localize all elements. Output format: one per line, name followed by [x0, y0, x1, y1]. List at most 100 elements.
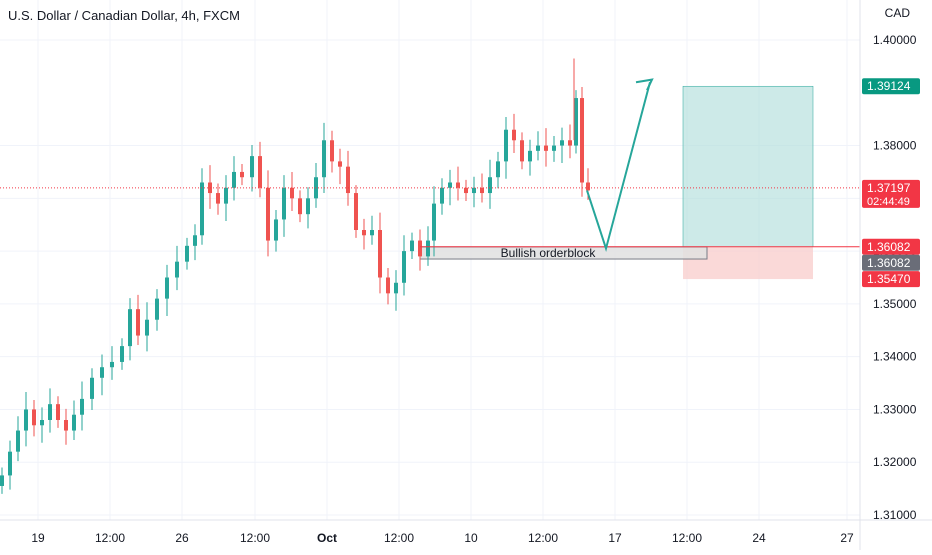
candle	[208, 165, 212, 209]
candle	[512, 113, 516, 153]
current-price-tag-bg	[862, 179, 920, 208]
countdown-text: 02:44:49	[867, 196, 910, 208]
candle-body	[240, 171, 244, 178]
candle-body	[185, 245, 189, 262]
orderblock-price-tag[interactable]: 1.36082	[862, 254, 920, 271]
candle-body	[165, 277, 169, 299]
candle-body	[480, 187, 484, 194]
candle	[0, 467, 4, 494]
candle	[574, 90, 578, 154]
candle	[488, 159, 492, 209]
x-tick-label: 12:00	[528, 531, 558, 545]
candle	[100, 354, 104, 396]
candle	[56, 396, 60, 428]
projection-path	[586, 81, 651, 252]
candle-body	[440, 187, 444, 204]
candle-body	[330, 140, 334, 162]
candle	[456, 166, 460, 201]
stop-price-tag[interactable]: 1.35470	[862, 271, 920, 288]
candle-body	[155, 298, 159, 320]
x-tick-label: 26	[175, 531, 189, 545]
candle-body	[504, 129, 508, 162]
candle-body	[488, 177, 492, 194]
y-tick-label: 1.35000	[873, 297, 917, 311]
candle	[120, 338, 124, 370]
candle-body	[80, 398, 84, 415]
candle-body	[410, 240, 414, 252]
x-tick-label: 12:00	[672, 531, 702, 545]
candle-body	[552, 145, 556, 151]
candle-body	[274, 219, 278, 241]
candle-body	[224, 187, 228, 204]
candle-body	[216, 193, 220, 204]
candle	[402, 235, 406, 296]
candle	[536, 131, 540, 161]
x-tick-label: Oct	[317, 531, 337, 545]
candle-body	[346, 166, 350, 194]
candle	[386, 268, 390, 305]
candle	[394, 270, 398, 311]
candle-body	[448, 182, 452, 188]
candle-body	[16, 430, 20, 452]
candle-body	[418, 240, 422, 257]
candle	[165, 264, 169, 317]
stop-price-tag-bg	[862, 271, 920, 288]
candle-body	[290, 187, 294, 199]
candle-body	[298, 198, 302, 215]
candle	[362, 218, 366, 250]
x-tick-label: 12:00	[384, 531, 414, 545]
position-zones: Bullish orderblock	[419, 85, 814, 280]
candle	[240, 164, 244, 186]
candle	[544, 128, 548, 167]
x-tick-label: 10	[464, 531, 478, 545]
candle-body	[250, 156, 254, 178]
candle	[32, 399, 36, 437]
candle	[306, 187, 310, 229]
candle	[418, 229, 422, 271]
candle	[282, 175, 286, 237]
candle	[8, 440, 12, 490]
candle-body	[394, 282, 398, 294]
candle-body	[72, 414, 76, 431]
currency-label: CAD	[884, 6, 910, 20]
candle	[504, 117, 508, 179]
candle	[216, 183, 220, 215]
y-tick-label: 1.33000	[873, 402, 917, 416]
candle	[175, 245, 179, 291]
candle	[560, 127, 564, 163]
y-tick-label: 1.34000	[873, 350, 917, 364]
candle	[16, 416, 20, 462]
entry-price-tag[interactable]: 1.36082	[862, 238, 920, 255]
candle	[145, 302, 149, 352]
candle-body	[128, 309, 132, 347]
target-price-tag[interactable]: 1.39124	[862, 78, 920, 95]
candle-body	[232, 171, 236, 188]
candle-body	[175, 261, 179, 278]
candle-body	[8, 451, 12, 476]
candle-body	[402, 251, 406, 283]
candle	[580, 86, 584, 197]
candle-body	[24, 409, 28, 431]
candle-body	[64, 420, 68, 431]
current-price-text: 1.37197	[867, 181, 911, 195]
candle-body	[338, 161, 342, 167]
candle-body	[120, 346, 124, 362]
candle	[528, 139, 532, 176]
candle-body	[354, 193, 358, 230]
x-tick-label: 12:00	[95, 531, 125, 545]
candle-body	[536, 145, 540, 151]
price-axis[interactable]: 1.400001.380001.370001.360001.350001.340…	[859, 0, 920, 550]
candle-body	[496, 161, 500, 178]
target-zone	[682, 85, 814, 248]
candle-body	[528, 150, 532, 162]
candle-body	[306, 198, 310, 215]
candle-body	[90, 377, 94, 399]
candle	[472, 176, 476, 208]
candle	[378, 212, 382, 294]
candle	[250, 145, 254, 192]
grid	[0, 0, 860, 520]
time-axis[interactable]: 19 12:00 26 12:00 Oct 12:00 10 12:00 17 12:00 24 27	[0, 519, 932, 545]
